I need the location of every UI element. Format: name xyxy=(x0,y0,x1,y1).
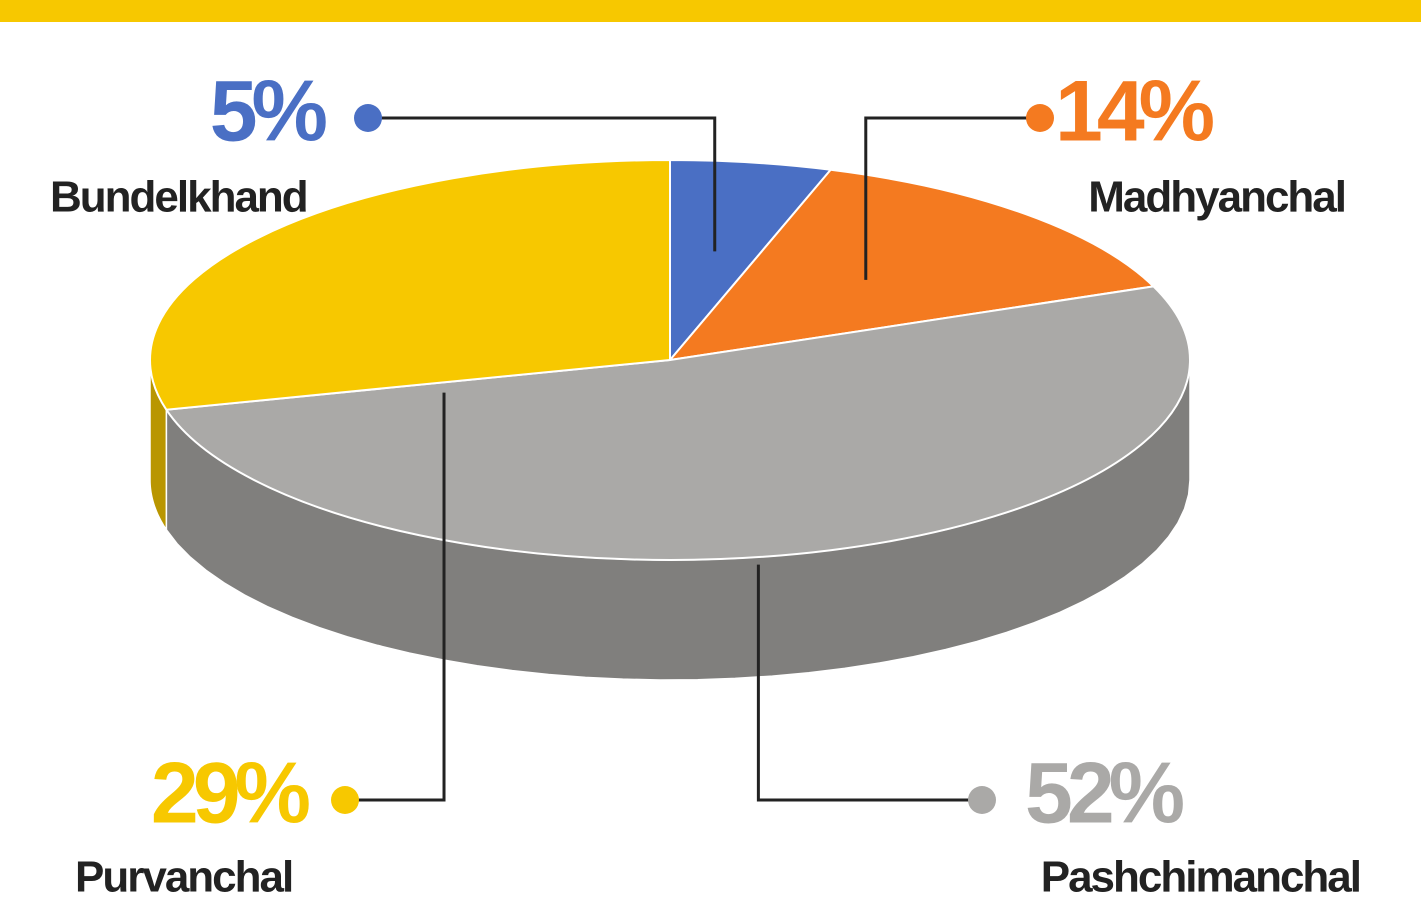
category-label: Bundelkhand xyxy=(50,173,307,222)
slice-top xyxy=(669,158,833,363)
slice xyxy=(667,168,1156,362)
percent-label: 29% xyxy=(151,746,310,842)
leader-dot xyxy=(968,786,996,814)
percent-label: 5% xyxy=(210,64,327,160)
percent-label: 52% xyxy=(1025,746,1184,842)
leader-line xyxy=(756,564,982,802)
slice-top xyxy=(164,285,1191,561)
slice-top xyxy=(667,168,1156,362)
leader-dot xyxy=(331,786,359,814)
category-label: Pashchimanchal xyxy=(1041,853,1360,902)
slice xyxy=(149,158,671,533)
header-band xyxy=(0,0,1421,22)
leader-line xyxy=(345,392,446,802)
leader-dot xyxy=(1026,104,1054,132)
slice xyxy=(669,158,833,363)
pie xyxy=(149,158,1191,681)
slice-top xyxy=(149,158,671,411)
category-label: Purvanchal xyxy=(75,853,292,902)
leader-line xyxy=(864,116,1040,280)
leader-line xyxy=(368,116,717,252)
percent-label: 14% xyxy=(1055,64,1214,160)
category-label: Madhyanchal xyxy=(1088,173,1345,222)
labels: 5% Bundelkhand 14% Madhyanchal 52% Pashchiman… xyxy=(50,64,1362,902)
leader-dot xyxy=(354,104,382,132)
slice xyxy=(164,285,1191,681)
